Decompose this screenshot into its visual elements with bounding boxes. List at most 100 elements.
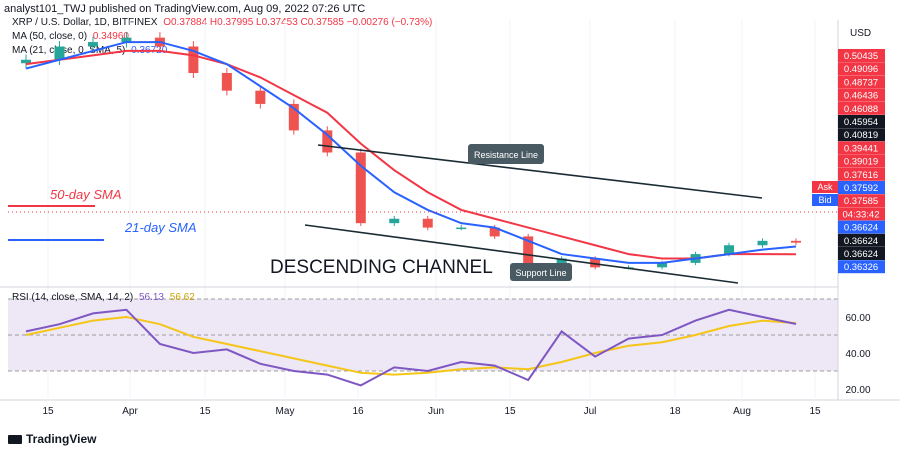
resistance-label: Resistance Line (474, 150, 538, 160)
candle-body (87, 42, 98, 47)
candle-body (724, 245, 735, 255)
price-axis-label: 0.37592 (844, 183, 878, 194)
price-label-box (838, 181, 885, 194)
sma50-annotation: 50-day SMA (50, 187, 122, 202)
price-label-box (838, 88, 885, 102)
candle-body (21, 59, 31, 64)
currency-label: USD (850, 28, 872, 39)
price-axis-label: 0.39019 (844, 157, 878, 168)
ma50-line (25, 49, 797, 260)
price-axis-label: 0.45954 (844, 117, 878, 128)
time-tick-label: Apr (122, 406, 138, 417)
candle-body (188, 46, 199, 73)
rsi-axis-label: 60.00 (845, 313, 870, 324)
candle-body (288, 103, 299, 131)
price-axis-label: 0.40819 (844, 130, 878, 141)
time-tick-label: 15 (504, 406, 516, 417)
rsi-label: RSI (14, close, SMA, 14, 2) (12, 292, 134, 303)
candle-body (590, 258, 601, 268)
candle-body (121, 37, 132, 43)
channel-annotation: DESCENDING CHANNEL (270, 257, 493, 278)
price-label-box (838, 154, 885, 168)
rsi-ma-value: 56.62 (169, 292, 195, 303)
price-label-box (838, 141, 885, 155)
time-tick-label: 18 (669, 406, 681, 417)
price-axis-label: 04:33:42 (843, 209, 880, 220)
price-label-box (838, 260, 885, 274)
ask-label: Ask (817, 182, 833, 192)
price-label-box (838, 115, 885, 128)
time-tick-label: May (276, 406, 295, 417)
candle-body (322, 130, 333, 153)
time-tick-label: Jul (584, 406, 597, 417)
rsi-axis-label: 20.00 (845, 385, 870, 396)
ma50-label: MA (50, close, 0) (12, 31, 88, 42)
price-axis-label: 0.46088 (844, 104, 878, 115)
resistance-label-box (468, 144, 544, 164)
candle-body (523, 236, 534, 268)
ma-lines (25, 41, 797, 387)
candle-body (791, 240, 801, 243)
time-tick-label: 16 (352, 406, 364, 417)
time-tick-label: 15 (42, 406, 54, 417)
candle-body (422, 218, 433, 228)
candle-body (456, 227, 467, 230)
candle-body (657, 262, 668, 268)
price-axis-label: 0.49096 (844, 64, 878, 75)
price-label-box (838, 49, 885, 62)
ma21-label: MA (21, close, 0, SMA, 5) (12, 45, 126, 56)
rsi-ma-line (25, 315, 797, 376)
sma21-annotation: 21-day SMA (124, 220, 197, 235)
time-tick-label: Aug (733, 406, 751, 417)
price-axis-label: 0.46436 (844, 91, 878, 102)
price-axis-label: 0.36624 (844, 236, 878, 247)
price-label-box (838, 247, 885, 260)
bid-tag (812, 194, 838, 206)
price-axis-label: 0.36326 (844, 262, 878, 273)
price-label-box (838, 194, 885, 208)
price-axis-label: 0.36624 (844, 249, 878, 260)
price-axis-label: 0.36624 (844, 223, 878, 234)
resistance-line (317, 144, 763, 199)
candle-body (355, 152, 366, 224)
price-label-box (838, 220, 885, 234)
price-label-box (838, 75, 885, 89)
symbol-name: XRP / U.S. Dollar, 1D, BITFINEX (12, 17, 158, 28)
support-label-box (510, 263, 572, 281)
price-axis-label: 0.39441 (844, 143, 878, 154)
price-axis-label: 0.50435 (844, 51, 878, 62)
time-tick-label: Jun (428, 406, 444, 417)
candle-body (221, 73, 232, 91)
price-label-box (838, 128, 885, 142)
candle-body (757, 240, 768, 246)
candle-body (54, 46, 65, 60)
price-axis-label: 0.37585 (844, 196, 878, 207)
rsi-value: 56.13 (138, 292, 164, 303)
ma21-line (25, 41, 797, 264)
bid-label: Bid (818, 195, 831, 205)
rsi-axis-label: 40.00 (845, 349, 870, 360)
candle-body (389, 218, 400, 224)
ma50-value: 0.34960 (92, 31, 129, 42)
price-label-box (838, 167, 885, 181)
ohlc-values: O0.37884 H0.37995 L0.37453 C0.37585 −0.0… (163, 17, 433, 28)
logo-text: TradingView (26, 432, 97, 446)
candle-body (255, 90, 266, 104)
time-tick-label: 15 (199, 406, 211, 417)
axes: 15 Apr 15 May 16 Jun 15 Jul 18 Aug 15 0.50435 0.4909… (0, 20, 900, 417)
price-label-box (838, 207, 885, 221)
tradingview-logo-icon (8, 434, 22, 444)
ma50-legend: MA (50, close, 0) 0.34960 (12, 31, 129, 42)
candle-body (489, 227, 500, 237)
price-label-box (838, 101, 885, 115)
support-line (304, 224, 739, 284)
candle-body (556, 258, 567, 268)
rsi-line (25, 308, 797, 387)
ask-tag (812, 181, 838, 193)
price-label-box (838, 62, 885, 76)
tradingview-logo[interactable]: TradingView (8, 432, 96, 446)
price-axis-label: 0.37616 (844, 170, 878, 181)
annotations: 50-day SMA 21-day SMA DESCENDING CHANNEL Re… (50, 144, 572, 281)
support-label: Support Line (515, 268, 566, 278)
